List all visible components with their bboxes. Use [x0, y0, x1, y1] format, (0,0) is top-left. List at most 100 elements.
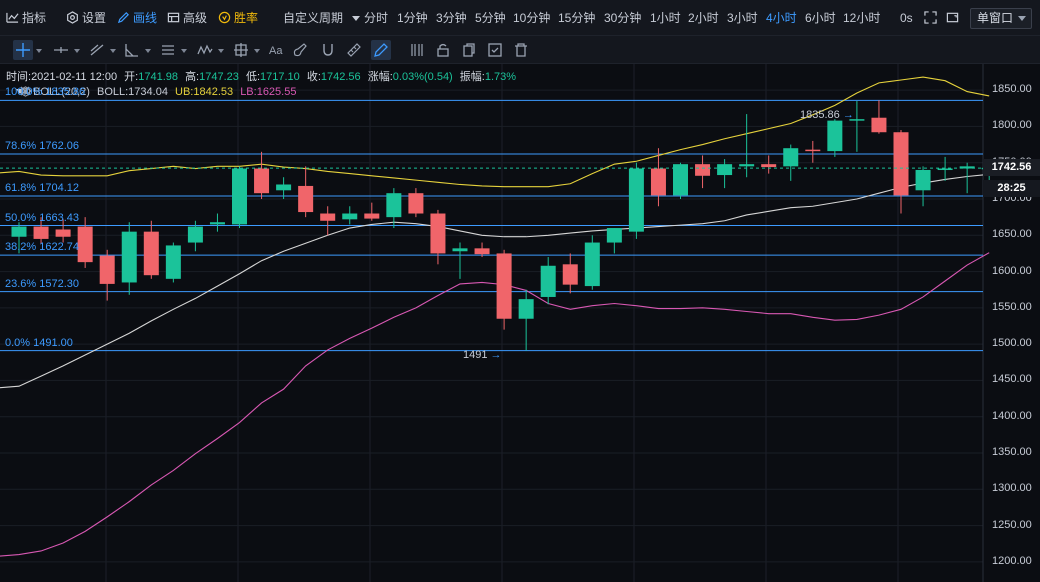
- period-tab-1[interactable]: 1分钟: [397, 11, 428, 25]
- period-tab-7[interactable]: 1小时: [650, 11, 681, 25]
- delete-icon: [515, 43, 527, 57]
- svg-text:Aa: Aa: [269, 45, 283, 57]
- hide-tool[interactable]: [485, 40, 505, 60]
- collapse-chevron-icon[interactable]: [16, 89, 24, 94]
- horizontal-line-tool[interactable]: [51, 40, 71, 60]
- screenshot-button[interactable]: [946, 9, 962, 27]
- ruler-tool[interactable]: [344, 40, 364, 60]
- boll-lb-value: LB:1625.55: [240, 86, 297, 98]
- angle-tool[interactable]: [122, 40, 142, 60]
- candle-body: [77, 226, 93, 263]
- fib-label: 38.2% 1622.74: [5, 241, 80, 254]
- candle-body: [937, 168, 953, 171]
- fib-label: 50.0% 1663.43: [5, 211, 80, 224]
- boll-mid-value: BOLL:1734.04: [97, 86, 168, 98]
- candle-body: [320, 213, 336, 221]
- lock-tool[interactable]: [433, 40, 453, 60]
- rect-icon: [234, 43, 248, 57]
- indicators-icon: [6, 12, 19, 23]
- candle-body: [209, 222, 225, 225]
- period-tab-11[interactable]: 6小时: [805, 11, 836, 25]
- candle-body: [959, 166, 975, 169]
- candle-body: [33, 226, 49, 239]
- price-axis-label: 1500.00: [992, 337, 1032, 350]
- period-tab-12[interactable]: 12小时: [843, 11, 881, 25]
- text-tool[interactable]: Aa: [266, 40, 286, 60]
- price-axis-label: 1350.00: [992, 446, 1032, 458]
- candle-body: [452, 248, 468, 252]
- top-toolbar: 指标 设置 画线 高级 胜率 自定义周期 分时 1分钟 3分钟 5分钟 10分钟 15分钟…: [0, 0, 1040, 36]
- price-axis-label: 1400.00: [992, 409, 1032, 422]
- parallel-lines-tool[interactable]: [158, 40, 178, 60]
- chart-frame-icon: [167, 12, 180, 23]
- rect-tool[interactable]: [231, 40, 251, 60]
- period-tab-2[interactable]: 3分钟: [436, 11, 467, 25]
- custom-period-label: 自定义周期: [283, 11, 344, 25]
- countdown-value: 28:25: [997, 182, 1026, 195]
- draw-button[interactable]: 画线: [117, 9, 157, 27]
- boll-legend: BOLL(20,2) BOLL:1734.04 UB:1842.53 LB:16…: [16, 86, 296, 98]
- amplitude-label: 振幅:: [459, 71, 485, 83]
- advanced-button[interactable]: 高级: [167, 9, 207, 27]
- period-tab-9[interactable]: 3小时: [727, 11, 758, 25]
- period-tab-5[interactable]: 15分钟: [558, 11, 596, 25]
- chevron-down-icon[interactable]: [218, 49, 224, 53]
- high-annotation-label: 1835.86: [800, 109, 840, 121]
- period-tab-6[interactable]: 30分钟: [604, 11, 642, 25]
- period-tab-8[interactable]: 2小时: [688, 11, 719, 25]
- pencil-tool[interactable]: [371, 40, 391, 60]
- candle-body: [673, 164, 688, 196]
- candle-body: [430, 213, 446, 254]
- custom-period-dropdown[interactable]: 自定义周期: [283, 9, 361, 27]
- lb-line: [0, 252, 990, 557]
- fullscreen-button[interactable]: [924, 9, 940, 27]
- candle-body: [99, 255, 115, 284]
- magnet-tool[interactable]: [318, 40, 338, 60]
- text-icon: Aa: [269, 45, 283, 57]
- time-value: 2021-02-11 12:00: [31, 71, 118, 83]
- brush-tool[interactable]: [290, 40, 310, 60]
- chevron-down-icon[interactable]: [181, 49, 187, 53]
- time-label: 时间:: [6, 71, 32, 83]
- candle-body: [827, 120, 843, 152]
- period-tab-0[interactable]: 分时: [364, 11, 389, 25]
- candle-body: [695, 164, 711, 176]
- close-icon[interactable]: [20, 86, 30, 96]
- expand-icon: [924, 11, 937, 24]
- chevron-down-icon[interactable]: [110, 49, 116, 53]
- price-axis-label: 1200.00: [992, 554, 1032, 567]
- price-axis-label: 1250.00: [992, 518, 1032, 531]
- boll-name: BOLL(20,2): [33, 86, 90, 98]
- trend-line-icon: [90, 44, 104, 56]
- candle-body: [650, 168, 666, 196]
- period-tab-3[interactable]: 5分钟: [475, 11, 506, 25]
- chevron-down-icon[interactable]: [36, 49, 42, 53]
- price-axis-label: 1600.00: [992, 264, 1032, 277]
- window-mode-label: 单窗口: [977, 11, 1014, 25]
- close-value: 1742.56: [320, 71, 361, 83]
- trend-line-tool[interactable]: [87, 40, 107, 60]
- ohlc-info: 时间:2021-02-11 12:00 开:1741.98 高:1747.23 …: [6, 68, 516, 84]
- settings-button[interactable]: 设置: [66, 9, 106, 27]
- candle-body: [584, 242, 600, 287]
- pencil-icon: [374, 43, 388, 57]
- indicators-button[interactable]: 指标: [6, 9, 46, 27]
- chart-area[interactable]: 时间:2021-02-11 12:00 开:1741.98 高:1747.23 …: [0, 64, 1040, 582]
- chevron-down-icon[interactable]: [74, 49, 80, 53]
- period-tab-10[interactable]: 4小时: [766, 11, 797, 25]
- delete-tool[interactable]: [511, 40, 531, 60]
- winrate-button[interactable]: 胜率: [218, 9, 258, 27]
- period-tab-4[interactable]: 10分钟: [513, 11, 551, 25]
- brush-icon: [293, 43, 307, 57]
- chevron-down-icon[interactable]: [254, 49, 260, 53]
- low-label: 低:: [245, 71, 261, 83]
- wave-tool[interactable]: [195, 40, 215, 60]
- parallel-lines-icon: [162, 45, 174, 55]
- window-mode-select[interactable]: 单窗口: [970, 8, 1032, 29]
- candlestick-chart[interactable]: [0, 64, 1040, 582]
- candle-body: [562, 264, 578, 285]
- crosshair-tool[interactable]: [13, 40, 33, 60]
- chevron-down-icon[interactable]: [145, 49, 151, 53]
- spacing-tool[interactable]: [407, 40, 427, 60]
- copy-tool[interactable]: [459, 40, 479, 60]
